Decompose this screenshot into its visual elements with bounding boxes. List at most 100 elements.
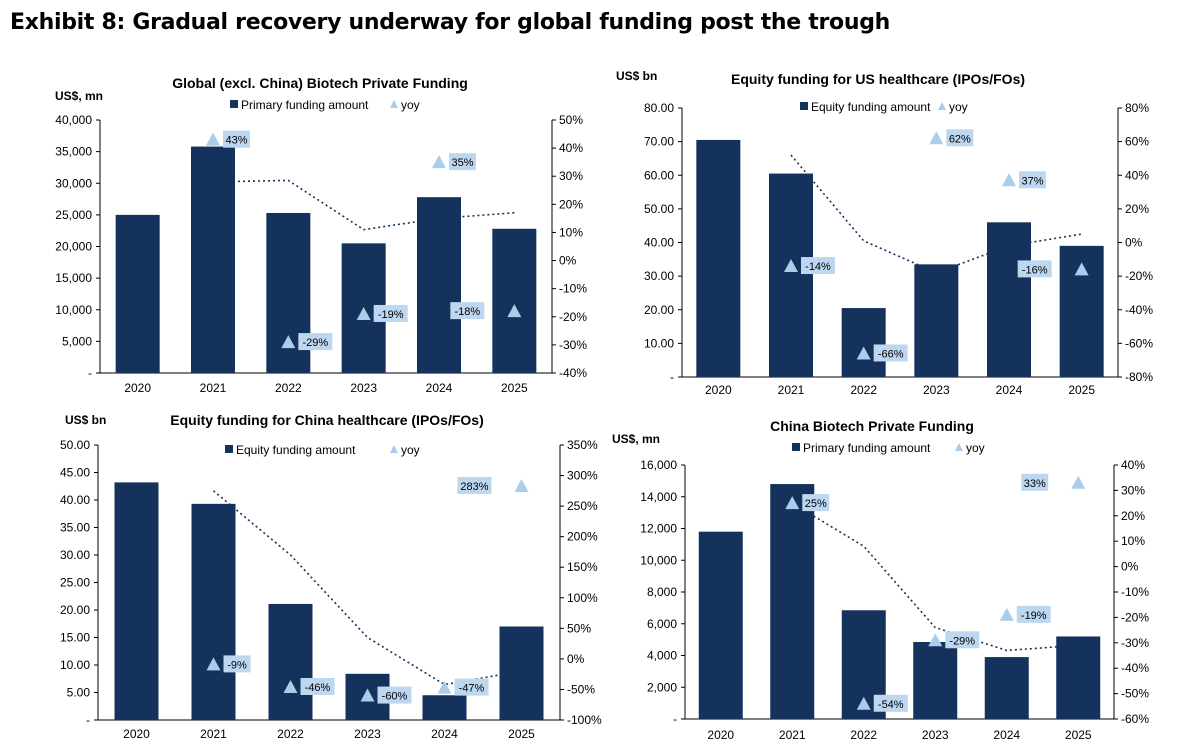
bar [913,642,958,719]
y-tick-label-left: 25.00 [60,576,90,590]
y-tick-label-right: 50% [567,621,591,635]
y-tick-label-left: 2,000 [647,680,677,694]
yoy-label: 62% [949,133,971,145]
yoy-label: -60% [382,691,408,703]
y-tick-label-right: -60% [1125,336,1153,350]
yoy-marker [507,304,522,318]
y-tick-label-left: 50.00 [644,202,674,216]
y-tick-label-left: 30,000 [55,176,92,190]
y-tick-label-right: 10% [559,225,583,239]
bar [914,264,959,377]
bar [492,228,537,373]
y-tick-label-right: 10% [1121,534,1145,548]
bar [841,308,886,377]
legend-yoy-swatch [938,102,946,110]
chart-title: Equity funding for US healthcare (IPOs/F… [731,71,1025,87]
y-tick-label-left: 10,000 [640,553,677,567]
bar [417,197,461,373]
y-tick-label-left: 45.00 [60,466,90,480]
legend-yoy-swatch [390,100,398,108]
y-tick-label-right: -100% [567,713,602,727]
x-tick-label: 2022 [275,381,302,395]
y-tick-label-left: 5,000 [62,334,92,348]
yoy-label-box [373,304,408,322]
y-tick-label-left: 40,000 [55,113,92,127]
unit-label: US$ bn [616,69,657,83]
y-tick-label-right: -20% [559,310,587,324]
y-tick-label-left: 10.00 [60,658,90,672]
bar [191,146,235,373]
trend-line [212,490,522,686]
yoy-label: -54% [878,699,904,711]
y-tick-label-left: 70.00 [644,135,674,149]
y-tick-label-right: 100% [567,591,598,605]
yoy-marker [281,335,296,349]
x-tick-label: 2022 [277,727,304,741]
trend-line [790,154,1082,274]
yoy-label-box [450,302,485,320]
bar [1056,636,1101,719]
bar [987,222,1031,377]
y-tick-label-left: 14,000 [640,490,677,504]
yoy-label: 37% [1021,175,1043,187]
y-tick-label-left: 35,000 [55,145,92,159]
bar [191,503,236,720]
bar [114,482,159,720]
y-tick-label-left: 15.00 [60,631,90,645]
x-tick-label: 2023 [350,381,377,395]
yoy-marker [784,259,798,273]
unit-label: US$ bn [65,413,106,427]
y-tick-label-right: -30% [1121,636,1149,650]
bar [696,139,741,377]
bar [984,657,1029,719]
yoy-marker [856,346,871,360]
y-tick-label-left: 8,000 [647,585,677,599]
y-tick-label-left: 20,000 [55,240,92,254]
bar [422,695,467,720]
y-tick-label-right: 0% [1121,560,1139,574]
yoy-label: 283% [460,481,488,493]
legend-bar-swatch [230,100,238,108]
y-tick-label-right: -20% [1121,610,1149,624]
yoy-label-box [1019,171,1046,189]
y-tick-label-right: 40% [1125,168,1149,182]
yoy-label: -29% [949,635,975,647]
legend-bar-swatch [792,443,800,451]
unit-label: US$, mn [55,89,103,103]
y-tick-label-left: 15,000 [55,271,92,285]
chart-title: Global (excl. China) Biotech Private Fun… [172,75,468,91]
y-tick-label-right: -30% [559,338,587,352]
legend-yoy-label: yoy [401,98,420,112]
y-tick-label-right: 250% [567,499,598,513]
yoy-label: -19% [378,309,404,321]
legend-bar-label: Equity funding amount [811,100,931,114]
x-tick-label: 2025 [1065,728,1092,742]
yoy-label-box [873,694,908,712]
y-tick-label-right: 20% [1125,202,1149,216]
yoy-label: 35% [451,157,473,169]
y-tick-label-right: -50% [567,682,595,696]
chart-china-healthcare: Equity funding for China healthcare (IPO… [60,412,602,741]
y-tick-label-left: - [670,370,674,384]
y-tick-label-left: 80.00 [644,101,674,115]
x-tick-label: 2024 [431,727,458,741]
chart-title: China Biotech Private Funding [770,418,974,434]
yoy-label-box [1016,605,1051,623]
y-tick-label-left: 20.00 [60,603,90,617]
y-tick-label-left: 10.00 [644,336,674,350]
yoy-label: -18% [454,306,480,318]
yoy-label-box [1017,260,1052,278]
yoy-label-box [457,476,492,494]
x-tick-label: 2020 [707,728,734,742]
y-tick-label-right: 60% [1125,135,1149,149]
x-tick-label: 2021 [200,381,227,395]
yoy-label-box [802,494,830,512]
y-tick-label-left: 30.00 [644,269,674,283]
yoy-label: -9% [227,659,247,671]
y-tick-label-right: -40% [1121,661,1149,675]
y-tick-label-left: 25,000 [55,208,92,222]
y-tick-label-left: 16,000 [640,458,677,472]
exhibit-title: Exhibit 8: Gradual recovery underway for… [10,10,891,35]
yoy-label-box [945,631,980,649]
yoy-marker [856,696,871,710]
